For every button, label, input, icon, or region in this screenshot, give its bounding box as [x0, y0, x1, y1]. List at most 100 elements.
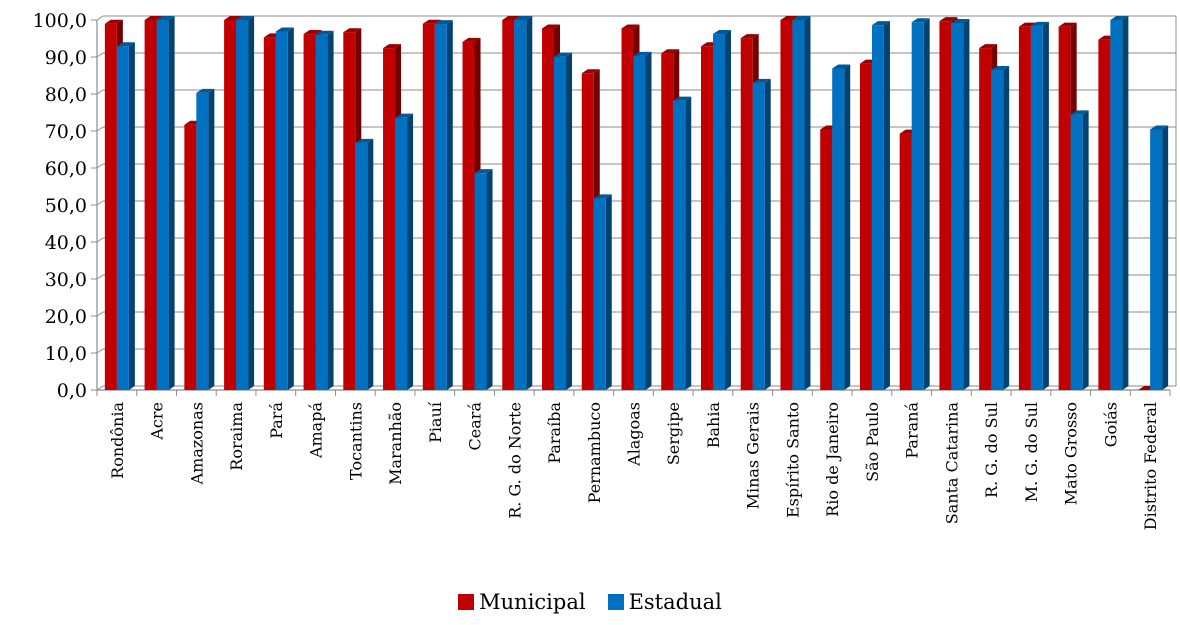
bar-estadual: [712, 30, 731, 391]
bar-side: [1122, 16, 1129, 390]
bar-front: [633, 55, 646, 390]
bar-top: [116, 42, 135, 47]
bar-front: [184, 124, 197, 391]
y-tick-label: 70,0: [45, 121, 87, 143]
bar-front: [740, 38, 753, 390]
bar-front: [514, 20, 527, 390]
bar-side: [526, 16, 533, 390]
bar-top: [979, 44, 998, 49]
bar-top: [1110, 16, 1129, 20]
bar-estadual: [1150, 125, 1169, 391]
bar-top: [236, 16, 255, 20]
bar-top: [303, 30, 322, 35]
bar-top: [355, 138, 374, 143]
bar-estadual: [514, 16, 533, 390]
bar-side: [128, 42, 135, 391]
bar-front: [911, 22, 924, 390]
x-tick-label: Bahia: [704, 402, 723, 449]
x-tick-label: Espírito Santo: [783, 402, 802, 518]
bar-front: [700, 46, 713, 391]
bar-front: [343, 32, 356, 391]
bar-top: [1030, 21, 1049, 26]
bar-front: [581, 73, 594, 390]
bar-front: [1058, 26, 1071, 390]
bar-top: [832, 64, 851, 69]
bar-estadual: [395, 113, 414, 391]
x-tick-label: Maranhão: [386, 402, 405, 485]
bar-side: [963, 18, 970, 391]
bar-side: [1162, 125, 1169, 391]
x-tick-label: Pernambuco: [585, 402, 604, 503]
bar-estadual: [236, 16, 255, 390]
x-tick-label: R. G. do Sul: [982, 402, 1001, 498]
gridline-side: [96, 385, 104, 391]
x-tick-label: Acre: [148, 402, 167, 441]
bar-front: [871, 25, 884, 391]
bar-estadual: [951, 18, 970, 391]
bar-side: [1003, 65, 1010, 390]
gridline-side: [96, 274, 104, 280]
bar-side: [1082, 110, 1089, 390]
bar-front: [355, 142, 368, 390]
bar-estadual: [156, 16, 175, 390]
bar-side: [168, 16, 175, 390]
bar-estadual: [633, 51, 652, 390]
bar-estadual: [275, 27, 294, 390]
bar-top: [871, 21, 890, 26]
legend-label-municipal: Municipal: [479, 590, 586, 614]
bar-estadual: [196, 88, 215, 390]
y-tick-label: 0,0: [57, 380, 87, 402]
bar-front: [1030, 25, 1043, 390]
bar-front: [156, 20, 169, 390]
bar-top: [422, 19, 441, 24]
bar-front: [673, 100, 686, 390]
y-tick-label: 80,0: [45, 84, 87, 106]
bar-chart-svg: 0,0 10,0 20,0 30,0 40,0 50,0 60,0 70,0 80,0 90,0 1…: [33, 10, 1177, 530]
y-tick-label: 10,0: [45, 343, 87, 365]
bar-top: [156, 16, 175, 20]
x-tick-label: Paraíba: [545, 402, 564, 464]
bar-side: [287, 27, 294, 390]
bar-top: [581, 69, 600, 74]
bar-front: [383, 48, 396, 391]
x-tick-label: Amapá: [307, 402, 326, 460]
x-tick-label: São Paulo: [863, 402, 882, 482]
bar-front: [899, 133, 912, 390]
bar-front: [1150, 129, 1163, 390]
x-tick-label: Rondônia: [108, 402, 127, 479]
gridline-side: [96, 126, 104, 132]
bar-front: [275, 31, 288, 390]
bar-side: [486, 169, 493, 390]
gridline-side: [96, 15, 104, 21]
bar-front: [752, 82, 765, 391]
bar-front: [712, 34, 725, 391]
x-tick-label: Sergipe: [664, 402, 683, 465]
bar-top: [621, 24, 640, 29]
x-tick-label: Goiás: [1101, 402, 1120, 447]
x-tick-label: Minas Gerais: [744, 402, 763, 509]
bar-top: [1070, 110, 1089, 115]
y-tick-label: 20,0: [45, 306, 87, 328]
legend-item-municipal: Municipal: [458, 590, 586, 614]
x-tick-label: Ceará: [466, 402, 485, 451]
bar-front: [434, 24, 447, 390]
bar-front: [820, 129, 833, 390]
bar-side: [685, 96, 692, 390]
bar-side: [566, 52, 573, 390]
bar-estadual: [792, 16, 811, 390]
bar-estadual: [593, 194, 612, 390]
bar-front: [832, 68, 845, 390]
bar-top: [1150, 125, 1169, 130]
bar-top: [593, 194, 612, 199]
y-tick-label: 60,0: [45, 158, 87, 180]
bar-front: [1070, 114, 1083, 390]
bar-estadual: [752, 78, 771, 391]
bar-top: [474, 169, 493, 174]
bar-estadual: [871, 21, 890, 391]
x-tick-label: Tocantins: [346, 402, 365, 480]
bar-estadual: [1070, 110, 1089, 390]
gridline-side: [96, 163, 104, 169]
bar-top: [462, 37, 481, 42]
bar-side: [446, 20, 453, 390]
bar-front: [263, 37, 276, 390]
